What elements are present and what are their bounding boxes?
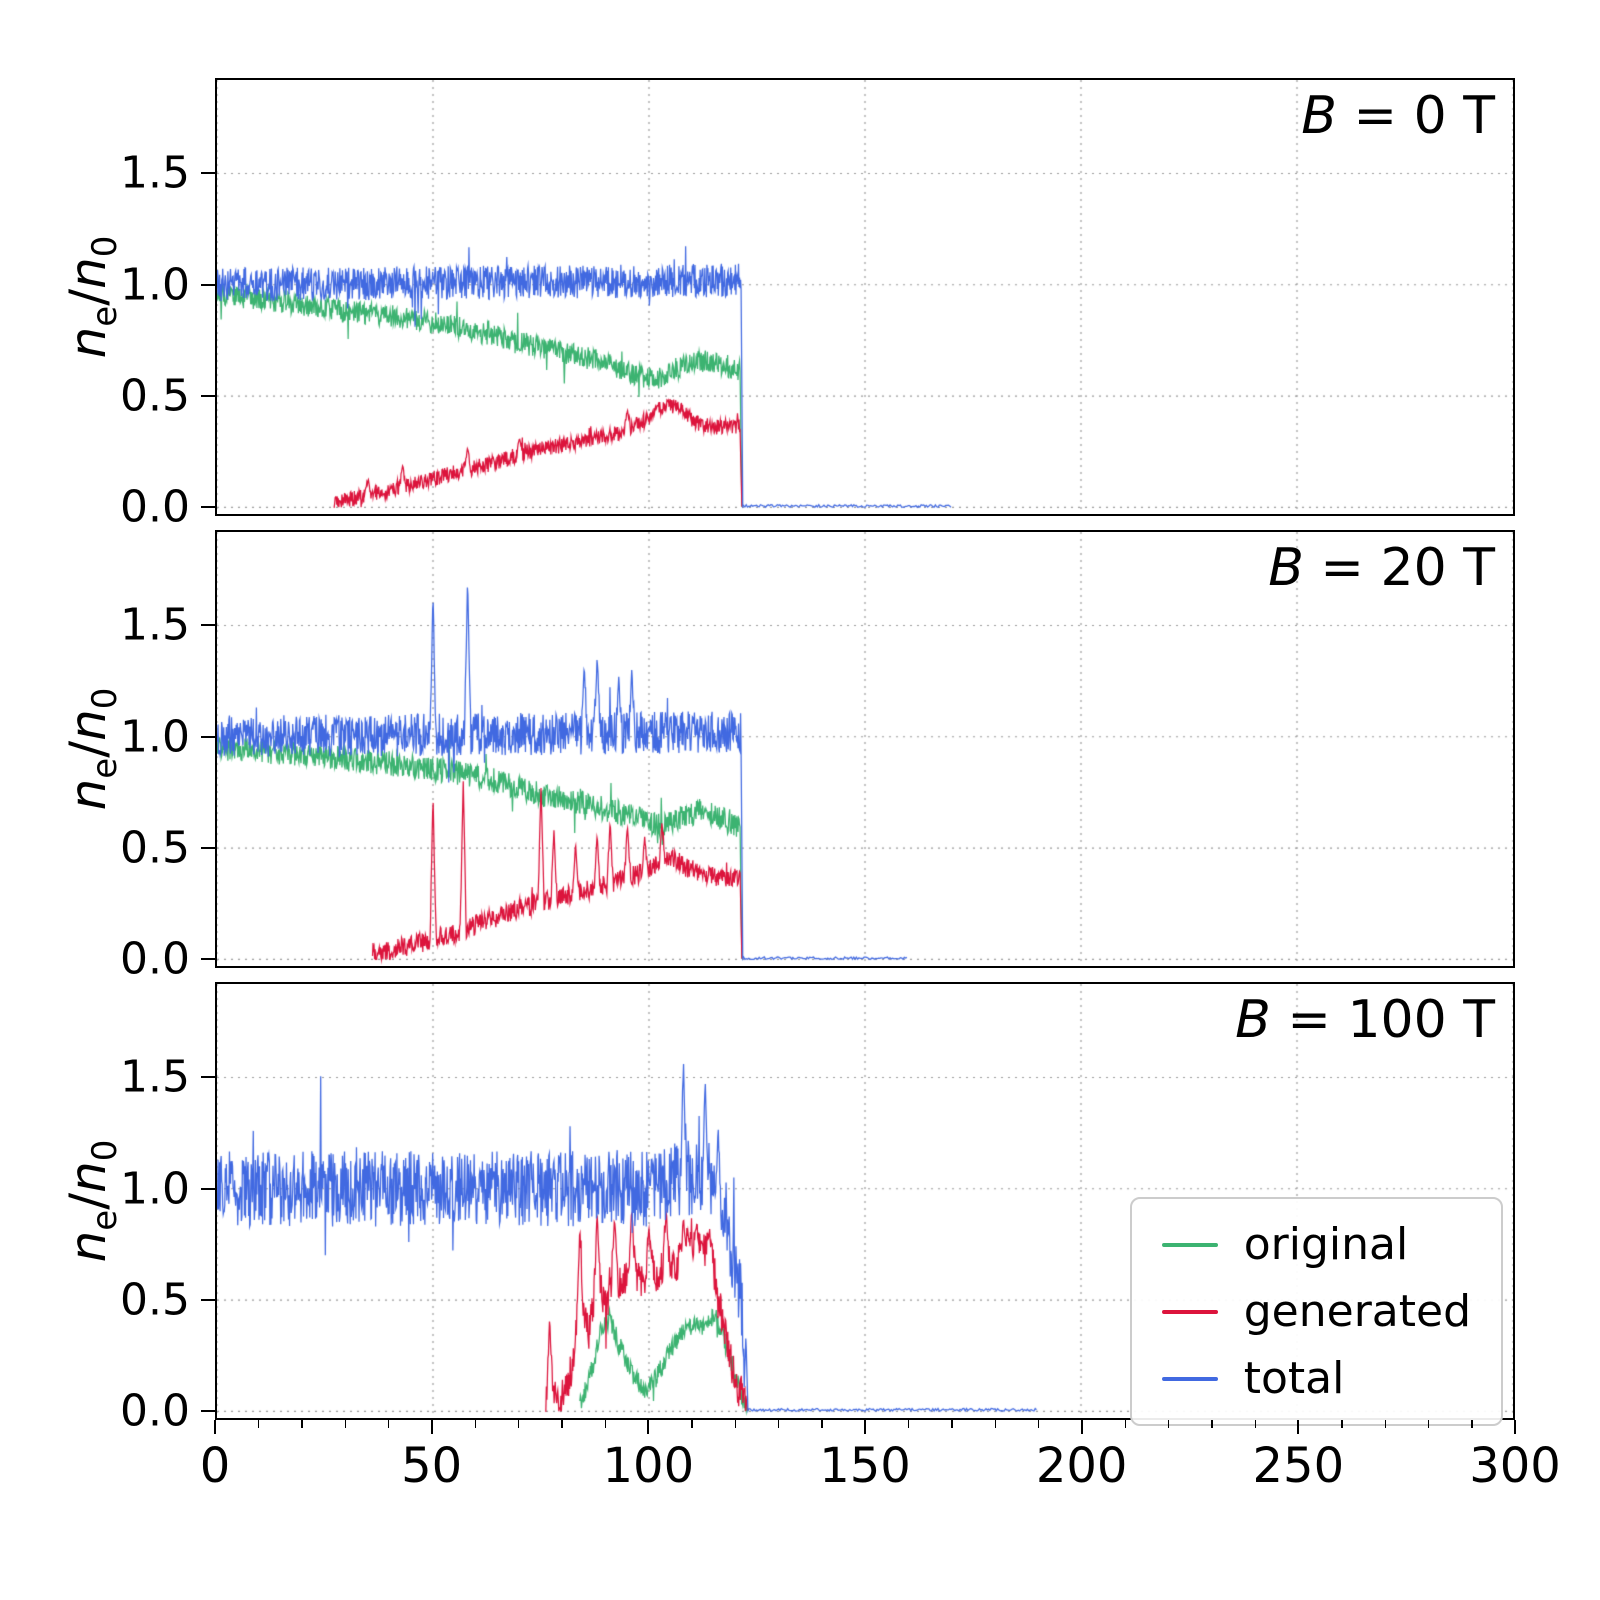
x-minor-tick-mark bbox=[951, 1420, 953, 1428]
x-minor-tick-mark bbox=[1341, 1420, 1343, 1428]
panel-annotation-b0: B = 0 T bbox=[1301, 86, 1495, 146]
y-tick-mark bbox=[201, 1299, 215, 1302]
plot-canvas-b20 bbox=[217, 532, 1513, 966]
x-tick-mark bbox=[1080, 1420, 1083, 1434]
y-tick-label: 1.5 bbox=[120, 147, 190, 199]
x-tick-mark bbox=[1297, 1420, 1300, 1434]
y-tick-label: 1.0 bbox=[120, 711, 190, 763]
legend-item-total: total bbox=[1161, 1353, 1471, 1404]
x-tick-mark bbox=[864, 1420, 866, 1434]
y-tick-label: 0.0 bbox=[120, 481, 190, 533]
y-tick-mark bbox=[201, 735, 215, 738]
x-tick-label: 200 bbox=[1035, 1438, 1128, 1494]
x-tick-label: 150 bbox=[819, 1438, 911, 1494]
y-tick-label: 0.5 bbox=[120, 1274, 190, 1326]
legend-item-generated: generated bbox=[1161, 1286, 1471, 1337]
x-tick-label: 100 bbox=[602, 1438, 695, 1494]
x-tick-label: 300 bbox=[1469, 1438, 1561, 1494]
x-minor-tick-mark bbox=[301, 1420, 303, 1428]
x-minor-tick-mark bbox=[604, 1420, 606, 1428]
y-tick-mark bbox=[201, 395, 215, 398]
x-minor-tick-mark bbox=[517, 1420, 520, 1428]
x-tick-mark bbox=[214, 1420, 216, 1434]
y-tick-label: 1.0 bbox=[120, 259, 190, 311]
x-tick-mark bbox=[430, 1420, 433, 1434]
x-minor-tick-mark bbox=[1211, 1420, 1213, 1428]
x-minor-tick-mark bbox=[1471, 1420, 1473, 1428]
y-tick-label: 0.0 bbox=[120, 933, 190, 985]
x-minor-tick-mark bbox=[1124, 1420, 1126, 1428]
y-tick-mark bbox=[201, 624, 215, 627]
panel-annotation-b20: B = 20 T bbox=[1268, 538, 1495, 598]
x-minor-tick-mark bbox=[1427, 1420, 1430, 1428]
panel-b20: B = 20 T bbox=[215, 530, 1515, 968]
panel-b0: B = 0 T bbox=[215, 78, 1515, 516]
x-minor-tick-mark bbox=[561, 1420, 563, 1428]
legend-line-original bbox=[1161, 1242, 1218, 1247]
legend-line-total bbox=[1161, 1376, 1218, 1381]
x-minor-tick-mark bbox=[777, 1420, 780, 1428]
y-tick-label: 0.0 bbox=[120, 1385, 190, 1437]
y-tick-label: 1.5 bbox=[120, 1051, 190, 1103]
x-minor-tick-mark bbox=[344, 1420, 346, 1428]
x-minor-tick-mark bbox=[994, 1420, 996, 1428]
y-tick-mark bbox=[201, 1076, 215, 1079]
x-minor-tick-mark bbox=[387, 1420, 390, 1428]
legend-item-original: original bbox=[1161, 1219, 1471, 1270]
x-tick-mark bbox=[1514, 1420, 1516, 1434]
y-tick-label: 0.5 bbox=[120, 370, 190, 422]
x-minor-tick-mark bbox=[1037, 1420, 1040, 1428]
plot-canvas-b0 bbox=[217, 80, 1513, 514]
y-tick-label: 0.5 bbox=[120, 822, 190, 874]
y-tick-mark bbox=[201, 1187, 215, 1190]
legend-line-generated bbox=[1161, 1309, 1218, 1314]
x-minor-tick-mark bbox=[691, 1420, 693, 1428]
y-tick-label: 1.5 bbox=[120, 599, 190, 651]
y-tick-mark bbox=[201, 847, 215, 850]
x-minor-tick-mark bbox=[1384, 1420, 1386, 1428]
x-minor-tick-mark bbox=[1254, 1420, 1256, 1428]
x-tick-label: 0 bbox=[199, 1438, 231, 1494]
legend-label-generated: generated bbox=[1243, 1286, 1471, 1337]
y-tick-mark bbox=[201, 1410, 215, 1413]
x-tick-label: 250 bbox=[1252, 1438, 1345, 1494]
legend-label-total: total bbox=[1243, 1353, 1345, 1404]
y-tick-mark bbox=[201, 283, 215, 286]
y-tick-mark bbox=[201, 506, 215, 509]
x-minor-tick-mark bbox=[821, 1420, 823, 1428]
x-minor-tick-mark bbox=[907, 1420, 910, 1428]
x-tick-label: 50 bbox=[401, 1438, 463, 1494]
y-tick-mark bbox=[201, 172, 215, 175]
y-tick-mark bbox=[201, 958, 215, 961]
legend-label-original: original bbox=[1243, 1219, 1409, 1270]
x-minor-tick-mark bbox=[734, 1420, 736, 1428]
x-minor-tick-mark bbox=[257, 1420, 260, 1428]
x-tick-mark bbox=[647, 1420, 650, 1434]
panel-annotation-b100: B = 100 T bbox=[1235, 990, 1495, 1050]
panel-b100: B = 100 T original generated total bbox=[215, 982, 1515, 1426]
legend: original generated total bbox=[1129, 1197, 1503, 1426]
y-tick-label: 1.0 bbox=[120, 1163, 190, 1215]
x-minor-tick-mark bbox=[1167, 1420, 1170, 1428]
x-minor-tick-mark bbox=[474, 1420, 476, 1428]
